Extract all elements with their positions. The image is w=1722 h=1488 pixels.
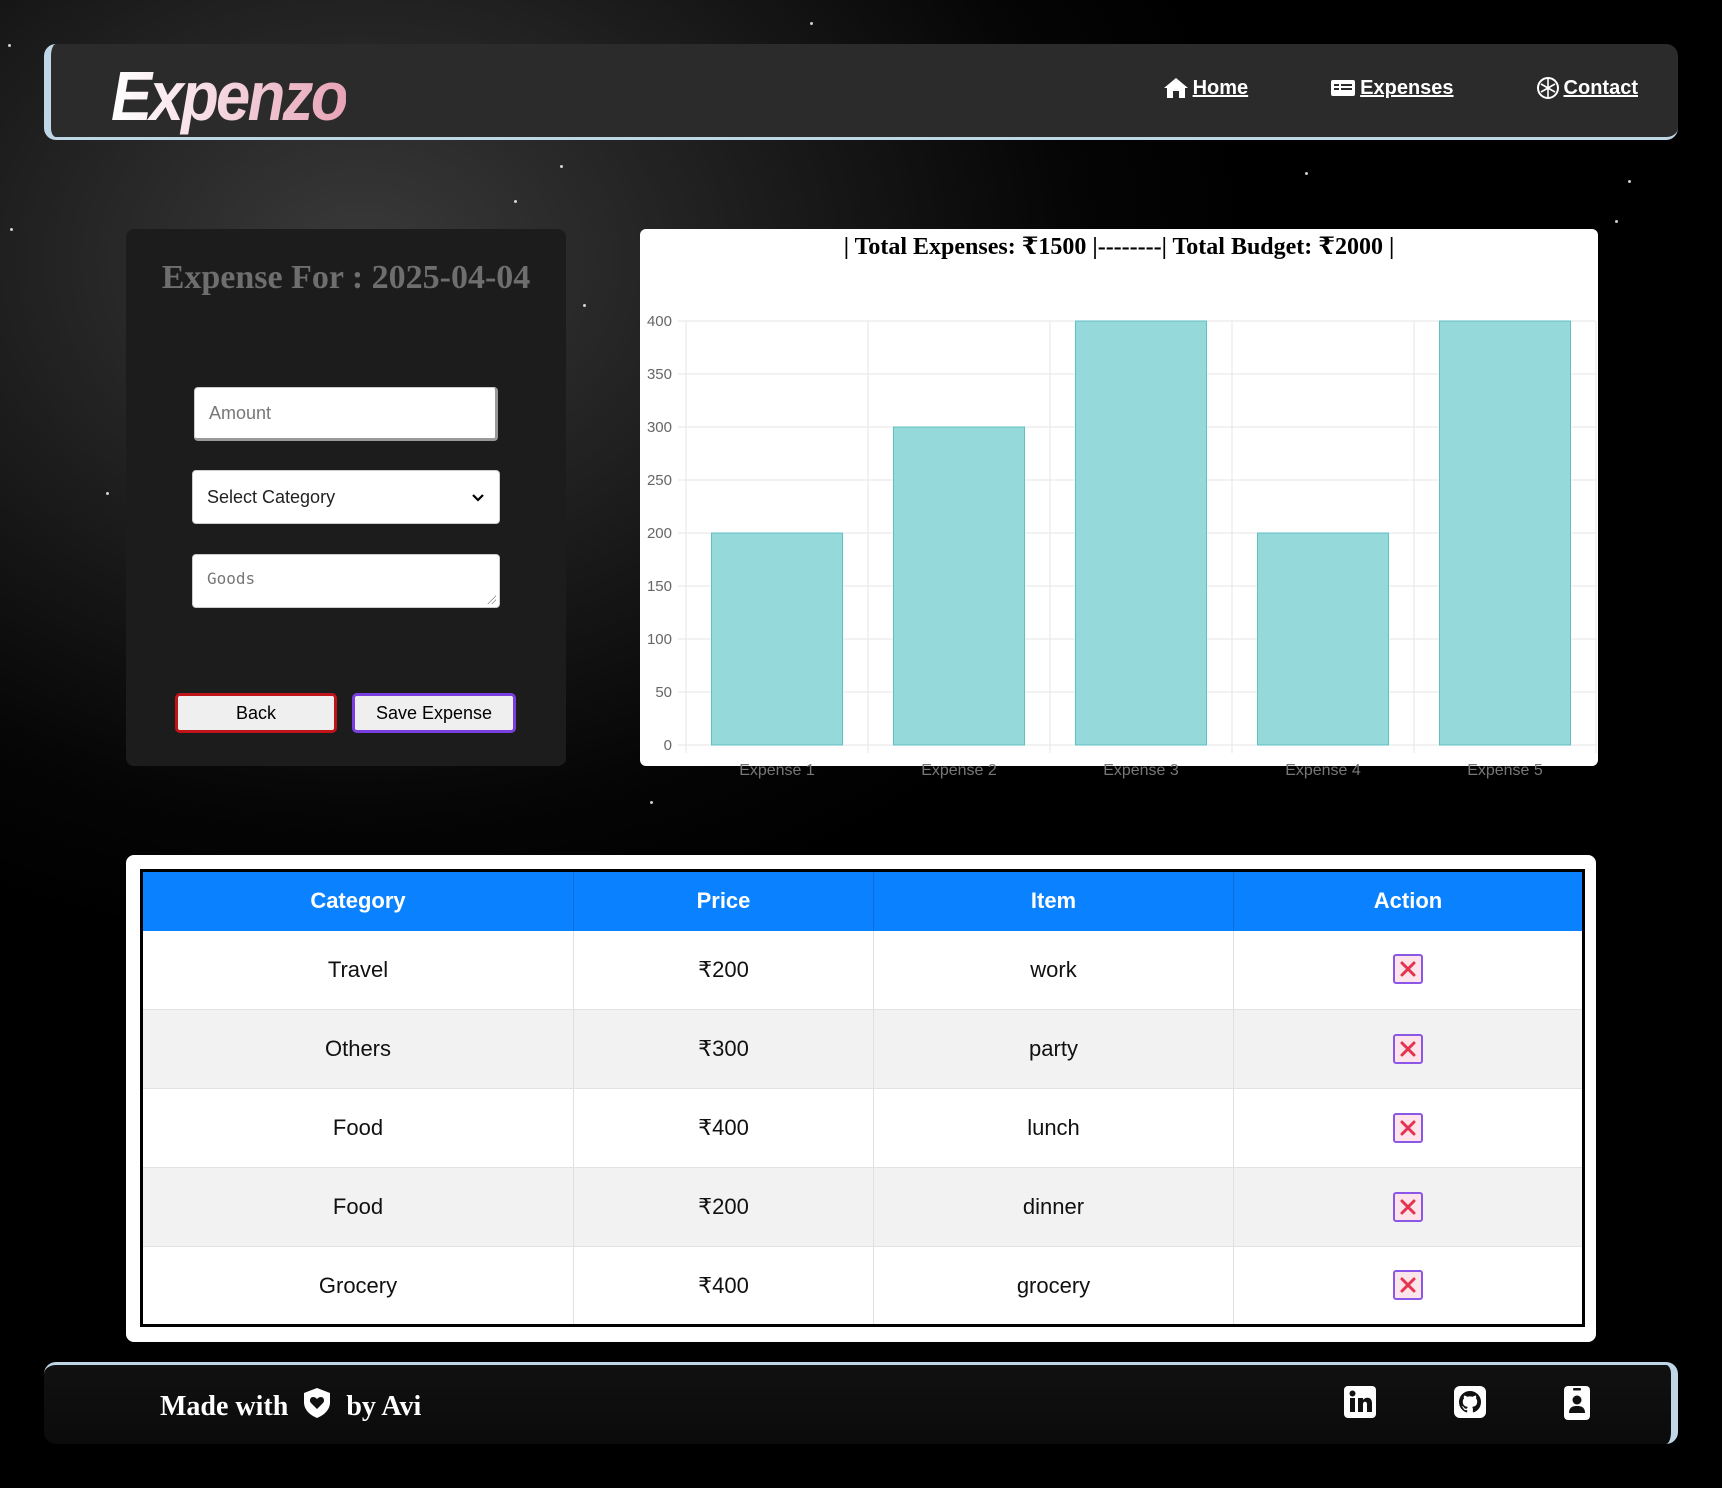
y-tick-label: 50: [655, 684, 672, 701]
cell-category: Food: [141, 1088, 574, 1168]
y-tick-label: 250: [647, 472, 672, 489]
cell-action: [1233, 930, 1584, 1010]
header-price: Price: [573, 870, 874, 931]
navbar: Expenzo Home Expenses Contact: [44, 44, 1678, 140]
x-tick-label: Expense 5: [1467, 762, 1543, 779]
cell-category: Travel: [141, 930, 574, 1010]
cell-category: Food: [141, 1167, 574, 1247]
delete-x-icon[interactable]: [1393, 1270, 1423, 1300]
chevron-down-icon: [471, 487, 485, 508]
footer-made-with: Made with: [160, 1391, 289, 1422]
amount-placeholder: Amount: [209, 402, 272, 423]
expense-form-card: Expense For : 2025-04-04 Amount Select C…: [126, 229, 566, 766]
home-icon: [1163, 77, 1189, 99]
header-category: Category: [141, 870, 574, 931]
cell-category: Grocery: [141, 1246, 574, 1326]
delete-x-icon[interactable]: [1393, 954, 1423, 985]
expense-table: Category Price Item Action Travel ₹200 w…: [140, 869, 1585, 1327]
y-tick-label: 0: [664, 737, 672, 754]
cell-price: ₹300: [573, 1009, 874, 1089]
footer-credit: Made with by Avi: [160, 1387, 421, 1427]
cell-price: ₹400: [573, 1088, 874, 1168]
cell-price: ₹200: [573, 1167, 874, 1247]
table-row: Food ₹400 lunch: [141, 1088, 1584, 1168]
x-tick-label: Expense 3: [1103, 762, 1179, 779]
nav-links: Home Expenses Contact: [1081, 76, 1638, 100]
x-tick-label: Expense 4: [1285, 762, 1361, 779]
chart-bar: [710, 532, 844, 746]
y-tick-label: 150: [647, 578, 672, 595]
category-selected-value: Select Category: [207, 486, 336, 507]
cell-price: ₹400: [573, 1246, 874, 1326]
delete-x-icon[interactable]: [1393, 1112, 1423, 1143]
table-row: Others ₹300 party: [141, 1009, 1584, 1089]
y-tick-label: 200: [647, 525, 672, 542]
cell-item: dinner: [873, 1167, 1234, 1247]
cell-action: [1233, 1009, 1584, 1089]
save-expense-button[interactable]: Save Expense: [352, 693, 516, 733]
delete-x-icon[interactable]: [1393, 1033, 1423, 1064]
table-header-row: Category Price Item Action: [141, 870, 1584, 931]
resize-grip-icon[interactable]: [486, 594, 496, 604]
chart-bar: [892, 426, 1026, 746]
y-tick-label: 300: [647, 419, 672, 436]
expense-table-card: Category Price Item Action Travel ₹200 w…: [126, 855, 1596, 1342]
money-bill-icon: [1330, 78, 1356, 98]
y-tick-label: 350: [647, 366, 672, 383]
brand-logo[interactable]: Expenzo: [111, 57, 348, 135]
goods-textarea[interactable]: Goods: [192, 554, 500, 608]
footer-social-icons: [1343, 1385, 1597, 1421]
amount-input[interactable]: Amount: [194, 387, 498, 441]
table-row: Travel ₹200 work: [141, 930, 1584, 1010]
contact-icon: [1536, 76, 1560, 100]
chart-bar: [1256, 532, 1390, 746]
header-item: Item: [873, 870, 1234, 931]
chart-title: | Total Expenses: ₹1500 |--------| Total…: [843, 234, 1395, 260]
y-tick-label: 100: [647, 631, 672, 648]
nav-expenses-label: Expenses: [1360, 76, 1454, 99]
y-tick-label: 400: [647, 313, 672, 330]
nav-home-link[interactable]: Home: [1163, 76, 1249, 100]
footer: Made with by Avi: [44, 1362, 1678, 1444]
cell-item: party: [873, 1009, 1234, 1089]
cell-category: Others: [141, 1009, 574, 1089]
x-tick-label: Expense 1: [739, 762, 815, 779]
chart-bar: [1074, 320, 1208, 746]
chart-bar: [1438, 320, 1572, 746]
category-select[interactable]: Select Category: [192, 470, 500, 524]
cell-item: lunch: [873, 1088, 1234, 1168]
cell-item: grocery: [873, 1246, 1234, 1326]
cell-item: work: [873, 930, 1234, 1010]
delete-x-icon[interactable]: [1393, 1191, 1423, 1222]
x-tick-label: Expense 2: [921, 762, 997, 779]
cell-action: [1233, 1246, 1584, 1326]
nav-contact-link[interactable]: Contact: [1536, 76, 1638, 100]
footer-by-author: by Avi: [346, 1391, 422, 1422]
contact-card-icon[interactable]: [1563, 1385, 1597, 1421]
nav-home-label: Home: [1192, 76, 1249, 99]
github-icon[interactable]: [1453, 1385, 1487, 1421]
back-button[interactable]: Back: [175, 693, 337, 733]
goods-placeholder: Goods: [207, 569, 256, 588]
cell-price: ₹200: [573, 930, 874, 1010]
form-title: Expense For : 2025-04-04: [161, 259, 531, 296]
shield-heart-icon: [302, 1387, 332, 1427]
table-row: Grocery ₹400 grocery: [141, 1246, 1584, 1326]
expense-chart-card: | Total Expenses: ₹1500 |--------| Total…: [640, 229, 1598, 779]
cell-action: [1233, 1088, 1584, 1168]
header-action: Action: [1233, 870, 1584, 931]
linkedin-icon[interactable]: [1343, 1385, 1377, 1421]
nav-expenses-link[interactable]: Expenses: [1330, 76, 1454, 100]
table-row: Food ₹200 dinner: [141, 1167, 1584, 1247]
nav-contact-label: Contact: [1563, 76, 1638, 99]
expense-bar-chart: 0 50 100 150 200 250 300 350 400 Expense 1 Expense…: [647, 313, 1597, 779]
cell-action: [1233, 1167, 1584, 1247]
